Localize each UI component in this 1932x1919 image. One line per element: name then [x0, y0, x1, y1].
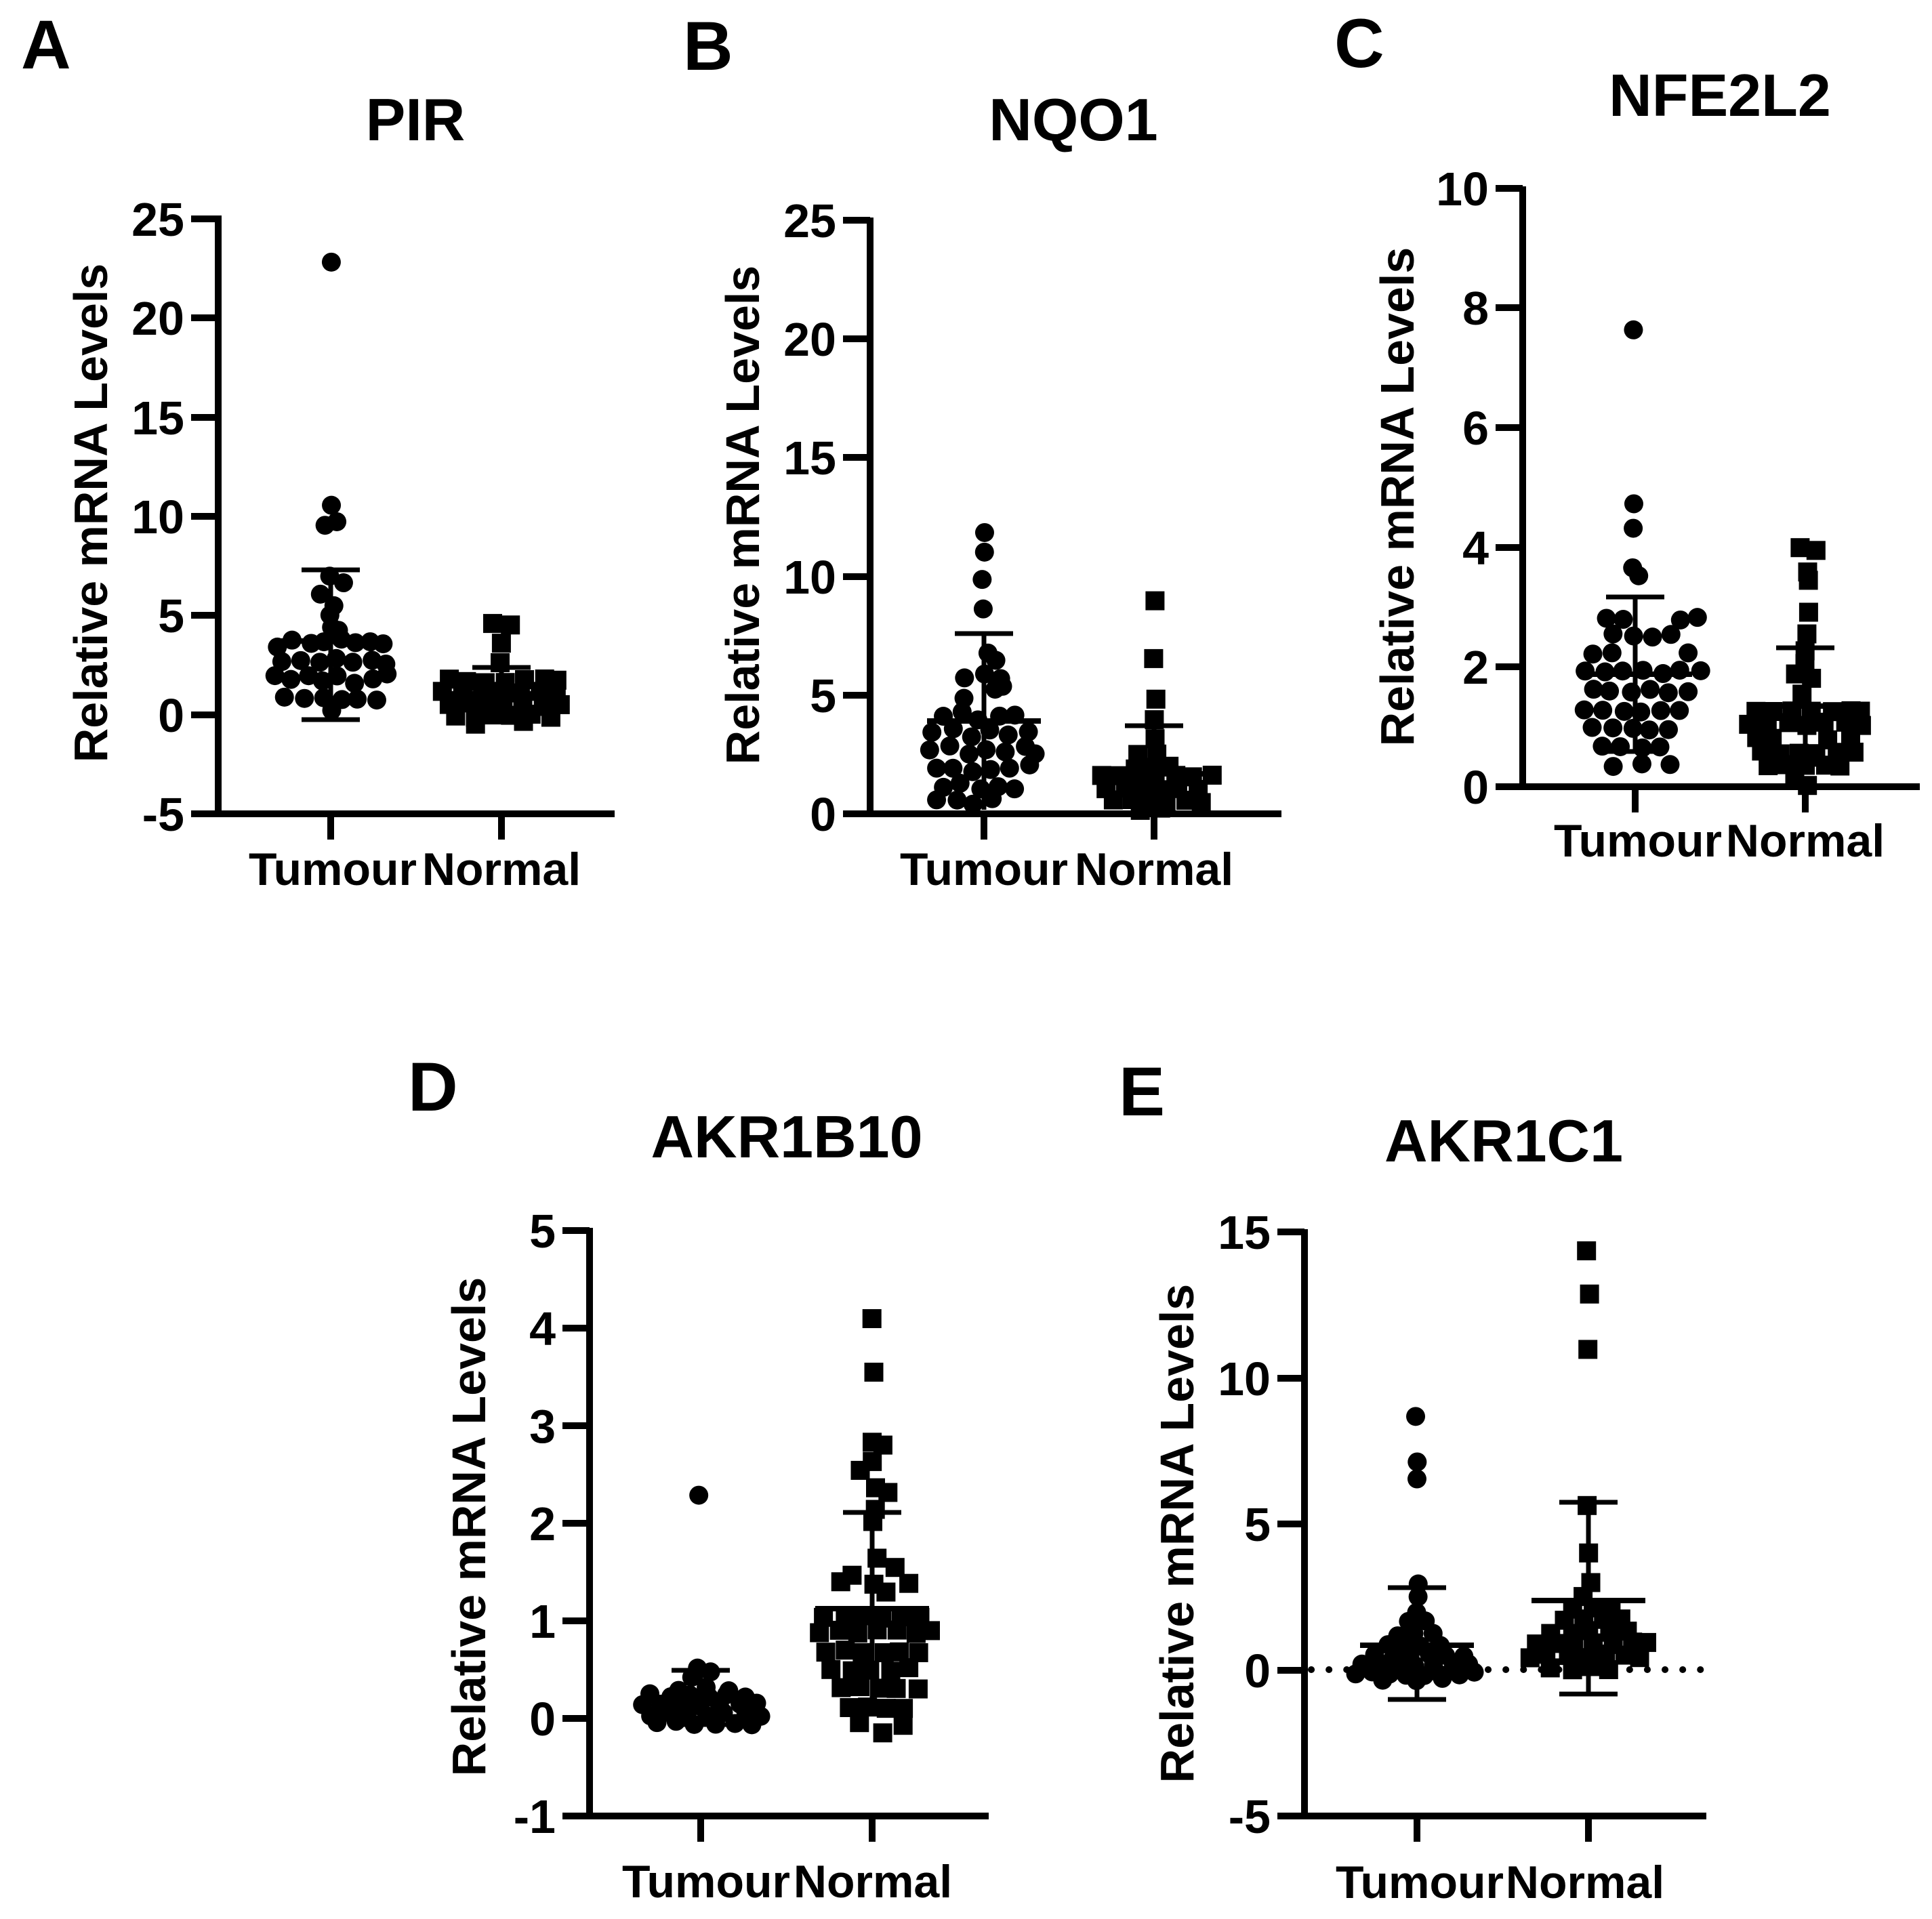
svg-text:5: 5	[810, 669, 836, 722]
svg-text:NFE2L2: NFE2L2	[1609, 62, 1831, 129]
svg-text:25: 25	[131, 193, 184, 246]
svg-text:Normal: Normal	[1506, 1857, 1664, 1908]
svg-text:Tumour: Tumour	[249, 844, 417, 895]
svg-text:Normal: Normal	[422, 844, 581, 895]
svg-text:0: 0	[529, 1693, 556, 1746]
svg-text:0: 0	[1244, 1645, 1271, 1697]
svg-text:AKR1C1: AKR1C1	[1384, 1107, 1623, 1174]
svg-text:2: 2	[529, 1498, 556, 1550]
svg-text:AKR1B10: AKR1B10	[651, 1103, 922, 1170]
svg-text:Relative mRNA Levels: Relative mRNA Levels	[1151, 1284, 1204, 1783]
svg-text:10: 10	[1218, 1353, 1271, 1405]
svg-text:Normal: Normal	[794, 1856, 952, 1907]
svg-text:0: 0	[158, 689, 184, 742]
svg-text:NQO1: NQO1	[989, 86, 1157, 153]
svg-text:Tumour: Tumour	[1554, 815, 1722, 867]
svg-text:20: 20	[131, 292, 184, 345]
svg-text:5: 5	[1244, 1498, 1271, 1551]
svg-text:0: 0	[1462, 761, 1489, 814]
svg-text:15: 15	[131, 392, 184, 445]
svg-text:8: 8	[1462, 282, 1489, 335]
svg-text:15: 15	[1218, 1206, 1271, 1259]
svg-text:Relative mRNA Levels: Relative mRNA Levels	[443, 1277, 495, 1777]
svg-text:4: 4	[1462, 522, 1489, 575]
svg-text:0: 0	[810, 788, 836, 841]
svg-text:Relative mRNA Levels: Relative mRNA Levels	[64, 264, 117, 763]
svg-text:25: 25	[783, 194, 836, 247]
svg-text:B: B	[683, 7, 733, 85]
svg-text:1: 1	[529, 1595, 556, 1648]
svg-text:Tumour: Tumour	[1336, 1857, 1504, 1908]
svg-text:C: C	[1334, 5, 1384, 82]
svg-text:10: 10	[131, 491, 184, 543]
svg-text:Tumour: Tumour	[900, 844, 1068, 895]
svg-text:PIR: PIR	[366, 86, 466, 153]
svg-text:Normal: Normal	[1726, 815, 1885, 867]
svg-text:-5: -5	[142, 788, 184, 841]
svg-text:E: E	[1119, 1053, 1165, 1130]
svg-text:15: 15	[783, 432, 836, 484]
svg-text:5: 5	[529, 1205, 556, 1258]
svg-text:10: 10	[1436, 163, 1489, 215]
svg-text:6: 6	[1462, 402, 1489, 455]
svg-text:Tumour: Tumour	[622, 1856, 790, 1907]
svg-text:A: A	[21, 6, 71, 83]
svg-text:5: 5	[158, 590, 184, 642]
svg-text:20: 20	[783, 313, 836, 366]
svg-text:2: 2	[1462, 641, 1489, 694]
svg-text:-1: -1	[514, 1790, 556, 1843]
svg-text:10: 10	[783, 551, 836, 604]
svg-text:3: 3	[529, 1400, 556, 1453]
svg-text:-5: -5	[1229, 1790, 1271, 1843]
svg-text:Relative mRNA Levels: Relative mRNA Levels	[1371, 247, 1424, 747]
svg-text:Normal: Normal	[1075, 844, 1233, 895]
svg-text:Relative mRNA Levels: Relative mRNA Levels	[716, 266, 769, 765]
svg-text:4: 4	[529, 1302, 556, 1355]
svg-text:D: D	[408, 1048, 458, 1126]
